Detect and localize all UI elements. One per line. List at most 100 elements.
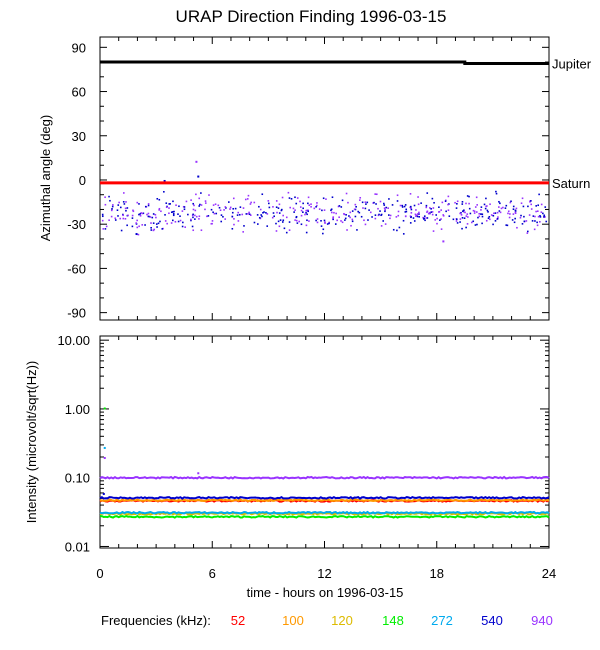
azimuth-point [131,225,134,228]
azimuth-point [155,216,157,219]
azimuth-point [396,194,399,197]
azimuth-point [332,217,334,219]
azimuth-point [212,204,215,206]
azimuth-point [362,207,364,209]
azimuth-point [361,201,364,204]
azimuth-point [266,213,269,215]
azimuth-point [357,210,359,213]
azimuth-point [243,225,245,227]
azimuth-point [493,212,495,215]
azimuth-point [245,213,248,215]
azimuth-point [424,219,426,222]
azimuth-point [321,209,323,212]
intensity-spike-point [103,446,106,449]
azimuth-point [111,208,113,210]
azimuth-point [105,225,108,228]
azimuth-point [512,213,515,215]
azimuth-point [459,218,462,220]
azimuth-point [535,210,537,213]
azimuth-point [299,206,302,208]
azimuth-point [439,219,441,221]
azimuth-point [358,211,361,214]
azimuth-point [509,201,512,204]
azimuth-point [123,203,126,205]
intensity-series-940khz [99,475,550,480]
azimuth-point [344,217,347,220]
azimuth-point [520,214,522,217]
azimuth-point [499,211,502,214]
azimuth-point [207,215,210,217]
azimuth-point [231,227,234,230]
azimuth-point [190,218,192,221]
azimuth-point [287,191,290,194]
azimuth-point [514,209,517,212]
intensity-series-272khz [99,510,550,515]
azimuth-point [182,221,184,224]
azimuth-point [150,227,152,229]
azimuth-point [430,211,433,213]
azimuth-point [141,224,144,226]
azimuth-point [398,226,401,229]
azimuth-point [239,206,242,208]
azimuth-point [125,201,127,203]
azimuth-point [204,208,206,211]
azimuth-point [332,216,335,218]
azimuth-outlier-point [135,233,138,236]
azimuth-point [488,215,491,218]
azimuth-point [300,209,303,212]
azimuth-point [305,211,307,214]
azimuth-point [410,208,413,211]
azimuth-point [516,226,518,229]
azimuth-point [325,198,327,200]
azimuth-point [170,211,173,214]
azimuth-point [177,220,180,223]
azimuth-point [324,222,326,224]
azimuth-point [353,208,356,211]
azimuth-point [305,231,308,234]
azimuth-point [485,219,488,222]
azimuth-point [306,213,308,216]
azimuth-point [531,220,534,222]
azimuth-point [409,193,412,195]
azimuth-point [461,216,464,219]
azimuth-point [190,219,192,222]
azimuth-point [384,223,387,225]
azimuth-point [114,219,117,221]
azimuth-point [195,215,198,218]
azimuth-outlier-point [195,160,198,163]
azimuth-point [139,214,142,217]
azimuth-point [500,207,503,210]
azimuth-point [534,220,536,222]
azimuth-point [152,213,155,215]
azimuth-point [354,215,357,218]
azimuth-point [302,207,304,210]
azimuth-point [285,216,288,219]
azimuth-point [281,221,284,223]
azimuth-point [385,206,388,209]
azimuth-point [296,222,299,224]
azimuth-point [543,214,546,217]
azimuth-point [242,231,244,233]
azimuth-point [259,208,262,211]
azimuth-point [322,197,325,200]
azimuth-point [150,222,152,224]
azimuth-point [416,214,418,217]
azimuth-point [404,204,407,206]
azimuth-point [417,203,420,206]
azimuth-point [466,195,469,197]
azimuth-point [336,219,338,222]
azimuth-point [152,222,155,224]
azimuth-point [323,209,326,211]
azimuth-point [200,229,203,232]
azimuth-point [455,220,458,222]
legend-entry-540khz: 540 [481,613,503,628]
azimuth-point [172,200,174,203]
azimuth-point [278,203,281,206]
azimuth-point [147,204,150,207]
azimuth-point [431,211,434,213]
azimuth-point [425,217,427,219]
azimuth-point [492,223,494,226]
azimuth-point [283,227,286,230]
azimuth-point [307,209,309,212]
azimuth-point [152,229,155,232]
